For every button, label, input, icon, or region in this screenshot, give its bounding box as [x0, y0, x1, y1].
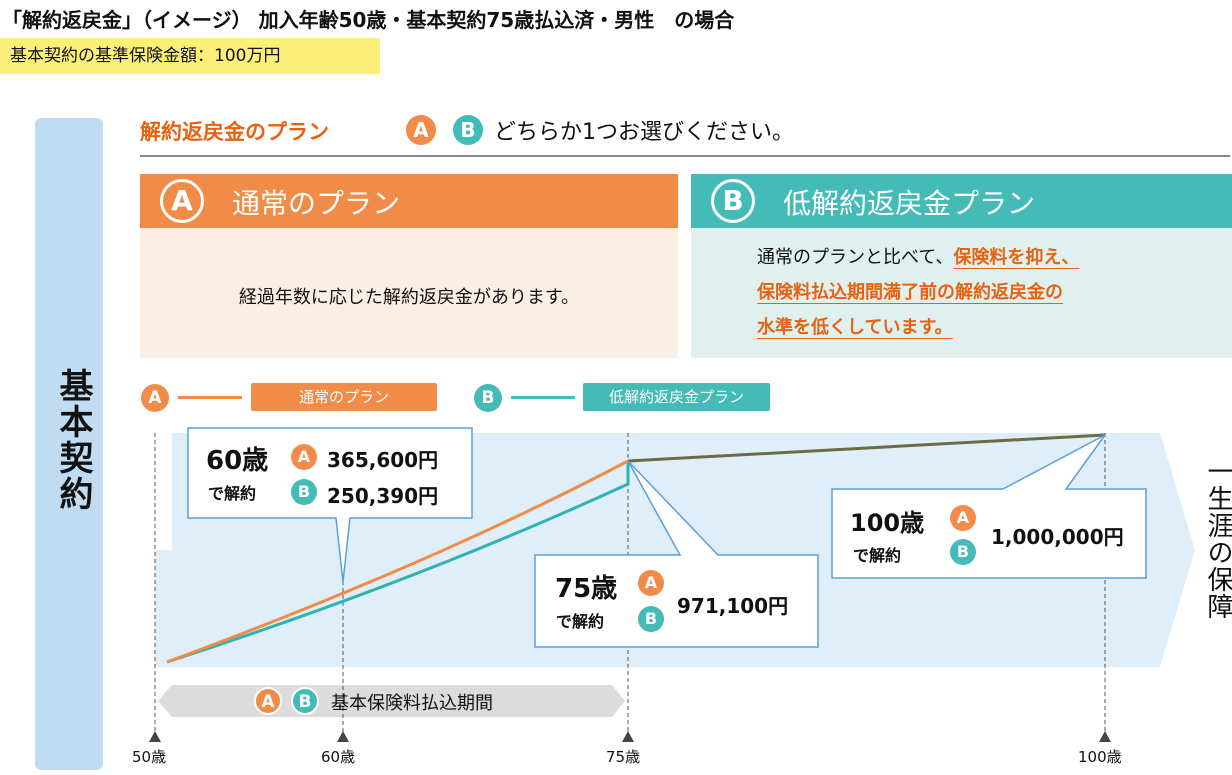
badge-a-icon: A — [406, 115, 436, 145]
curve-plan-a — [166, 459, 629, 664]
side-label-text: 基本契約 — [53, 368, 93, 512]
curve-plan-b — [166, 461, 630, 664]
plan-a-card: A 通常のプラン 経過年数に応じた解約返戻金があります。 — [140, 174, 678, 358]
tick-60 — [337, 731, 349, 742]
plan-b-highlight: 保険料を抑え、 — [953, 247, 1080, 268]
curve-after-75 — [627, 433, 1106, 463]
tick-75 — [622, 731, 634, 742]
plan-instruction: どちらか1つお選びください。 — [494, 120, 794, 145]
legend-b-icon: B — [474, 384, 502, 412]
legend-a-line — [178, 396, 242, 399]
tick-100 — [1099, 731, 1111, 742]
callout-75-age: 75歳 — [555, 574, 618, 604]
callout-60-age: 60歳 — [206, 446, 269, 476]
legend-b-line — [511, 396, 575, 399]
callout-75-a-icon: A — [638, 570, 664, 596]
callout-60-a-icon: A — [291, 444, 317, 470]
plan-b-highlight: 水準を低くしています。 — [757, 317, 953, 338]
legend-a-label: 通常のプラン — [251, 383, 437, 411]
plan-a-description: 経過年数に応じた解約返戻金があります。 — [238, 287, 580, 308]
plan-b-badge-icon: B — [711, 179, 755, 223]
callout-60-b-value: 250,390円 — [327, 484, 439, 508]
side-label-basic-contract: 基本契約 — [35, 118, 103, 770]
callout-75-value: 971,100円 — [677, 594, 789, 618]
callout-60-a-value: 365,600円 — [327, 448, 439, 472]
divider — [140, 155, 1230, 157]
callout-60-b-icon: B — [291, 479, 317, 505]
plan-b-highlight: 保険料払込期間満了前の解約返戻金の — [757, 282, 1063, 303]
plan-b-title: 低解約返戻金プラン — [783, 187, 1036, 220]
axis-label-75: 75歳 — [606, 748, 641, 766]
plan-heading: 解約返戻金のプラン — [140, 120, 329, 144]
period-a-icon: A — [254, 687, 282, 715]
callout-100-suffix: で解約 — [853, 546, 902, 565]
callout-100-value: 1,000,000円 — [991, 525, 1124, 549]
payment-period-label: 基本保険料払込期間 — [331, 693, 493, 714]
callout-75-suffix: で解約 — [556, 612, 605, 631]
period-b-icon: B — [291, 687, 319, 715]
plan-a-title: 通常のプラン — [232, 187, 401, 220]
legend-b-label: 低解約返戻金プラン — [583, 383, 770, 411]
plan-a-badge-icon: A — [160, 179, 204, 223]
axis-label-100: 100歳 — [1078, 748, 1122, 766]
callout-75-box — [534, 460, 819, 648]
lifetime-coverage-label: 一生涯の保障 — [1203, 458, 1232, 620]
plan-b-card: B 低解約返戻金プラン 通常のプランと比べて、保険料を抑え、 保険料払込期間満了… — [691, 174, 1232, 358]
axis-label-50: 50歳 — [132, 748, 167, 766]
callout-100-box — [831, 434, 1147, 579]
plan-a-header: A 通常のプラン — [140, 174, 678, 228]
legend-a-icon: A — [141, 384, 169, 412]
callout-60-box — [187, 427, 473, 583]
callout-100-age: 100歳 — [850, 509, 925, 537]
plan-b-text: 通常のプランと比べて、 — [757, 247, 954, 268]
callout-60-suffix: で解約 — [208, 484, 257, 503]
callout-100-a-icon: A — [950, 505, 976, 531]
plan-b-header: B 低解約返戻金プラン — [691, 174, 1232, 228]
badge-b-icon: B — [453, 115, 483, 145]
page-title: 「解約返戻金」（イメージ） 加入年齢50歳・基本契約75歳払込済・男性 の場合 — [2, 8, 735, 32]
base-amount-badge: 基本契約の基準保険金額：100万円 — [0, 38, 380, 74]
callout-100-b-icon: B — [950, 539, 976, 565]
callout-75-b-icon: B — [638, 606, 664, 632]
axis-label-60: 60歳 — [321, 748, 356, 766]
tick-50 — [149, 731, 161, 742]
